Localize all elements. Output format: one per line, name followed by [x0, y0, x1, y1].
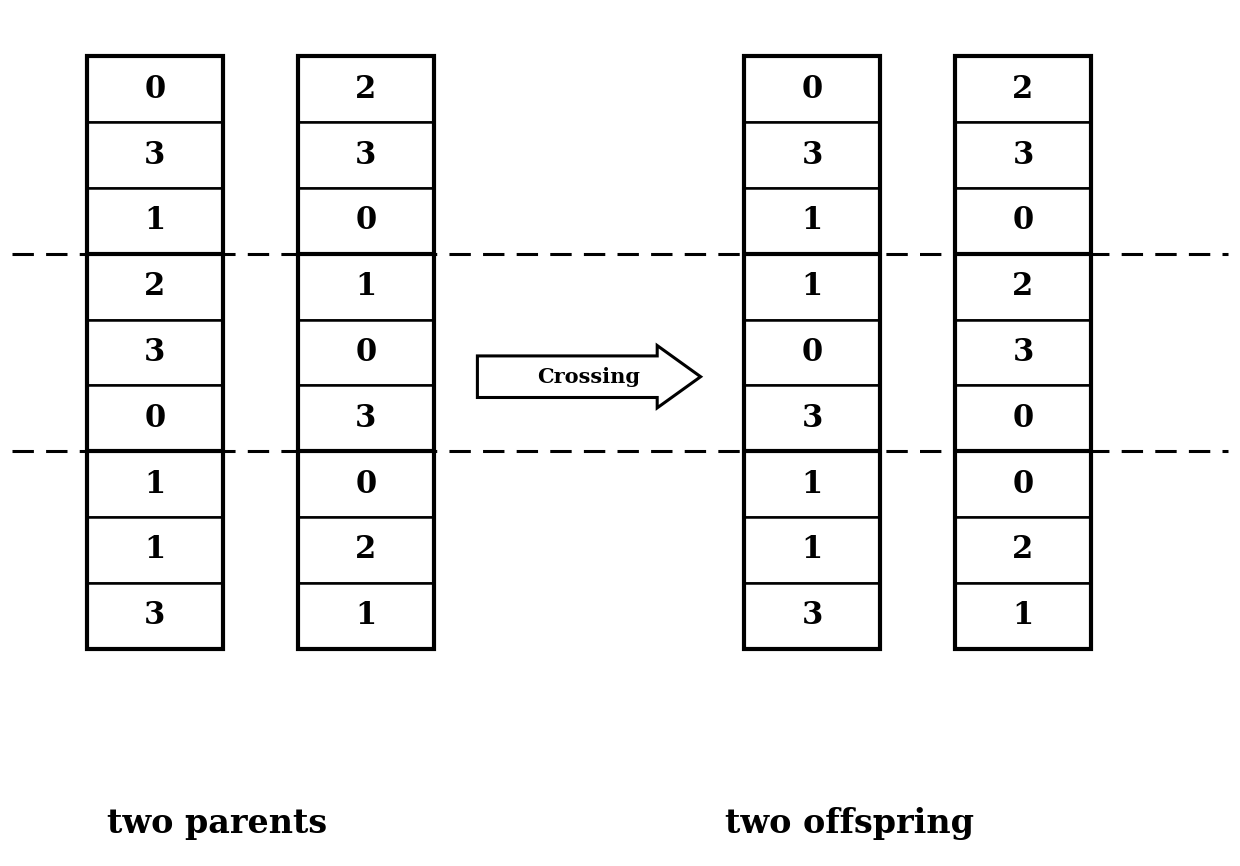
Text: 0: 0 — [1012, 403, 1034, 434]
Text: 3: 3 — [801, 600, 823, 631]
Text: 0: 0 — [144, 74, 166, 105]
Bar — [87, 320, 223, 385]
Bar — [87, 517, 223, 583]
Bar — [955, 56, 1091, 649]
Text: two offspring: two offspring — [725, 807, 973, 840]
Text: 1: 1 — [355, 600, 377, 631]
Bar — [298, 385, 434, 451]
Bar — [744, 517, 880, 583]
Text: 1: 1 — [355, 271, 377, 302]
Text: 0: 0 — [144, 403, 166, 434]
Text: 0: 0 — [355, 337, 377, 368]
Bar — [298, 122, 434, 188]
Bar — [87, 188, 223, 254]
Text: 0: 0 — [801, 74, 823, 105]
Bar — [744, 320, 880, 385]
Bar — [955, 188, 1091, 254]
Bar — [744, 583, 880, 649]
Text: 3: 3 — [1012, 337, 1034, 368]
Text: 3: 3 — [1012, 139, 1034, 171]
Text: 0: 0 — [355, 469, 377, 500]
Text: 1: 1 — [144, 469, 166, 500]
Text: 3: 3 — [144, 600, 166, 631]
Text: two parents: two parents — [107, 807, 327, 840]
Text: 3: 3 — [144, 139, 166, 171]
Bar — [955, 254, 1091, 320]
Bar — [87, 254, 223, 320]
Text: 3: 3 — [144, 337, 166, 368]
Text: 3: 3 — [355, 139, 377, 171]
Bar — [744, 188, 880, 254]
Text: 1: 1 — [801, 205, 823, 236]
Bar — [87, 122, 223, 188]
Text: 1: 1 — [144, 205, 166, 236]
Bar — [298, 451, 434, 517]
Text: 2: 2 — [1012, 271, 1034, 302]
Bar — [298, 583, 434, 649]
Text: 2: 2 — [355, 534, 377, 565]
Text: 0: 0 — [1012, 205, 1034, 236]
Bar — [744, 122, 880, 188]
Text: 3: 3 — [355, 403, 377, 434]
Bar — [955, 385, 1091, 451]
Bar — [298, 320, 434, 385]
Text: 0: 0 — [355, 205, 377, 236]
Bar — [87, 451, 223, 517]
Bar — [955, 122, 1091, 188]
Bar — [955, 517, 1091, 583]
Bar — [744, 451, 880, 517]
Text: Crossing: Crossing — [537, 366, 641, 387]
Bar — [955, 451, 1091, 517]
Bar — [744, 56, 880, 649]
Bar — [744, 56, 880, 122]
Bar — [955, 320, 1091, 385]
Text: 2: 2 — [144, 271, 166, 302]
Bar — [744, 254, 880, 320]
Bar — [298, 56, 434, 122]
Bar — [744, 385, 880, 451]
Bar — [955, 56, 1091, 122]
Text: 2: 2 — [1012, 534, 1034, 565]
Bar — [87, 583, 223, 649]
Text: 1: 1 — [1012, 600, 1034, 631]
Text: 2: 2 — [355, 74, 377, 105]
Bar — [87, 56, 223, 122]
Text: 0: 0 — [801, 337, 823, 368]
Text: 3: 3 — [801, 403, 823, 434]
Bar — [955, 583, 1091, 649]
Text: 1: 1 — [144, 534, 166, 565]
Text: 1: 1 — [801, 534, 823, 565]
FancyArrow shape — [477, 346, 701, 408]
Text: 3: 3 — [801, 139, 823, 171]
Text: 1: 1 — [801, 469, 823, 500]
Bar — [298, 254, 434, 320]
Bar — [87, 56, 223, 649]
Bar — [87, 385, 223, 451]
Bar — [298, 188, 434, 254]
Text: 2: 2 — [1012, 74, 1034, 105]
Bar — [298, 517, 434, 583]
Text: 1: 1 — [801, 271, 823, 302]
Text: 0: 0 — [1012, 469, 1034, 500]
Bar — [298, 56, 434, 649]
